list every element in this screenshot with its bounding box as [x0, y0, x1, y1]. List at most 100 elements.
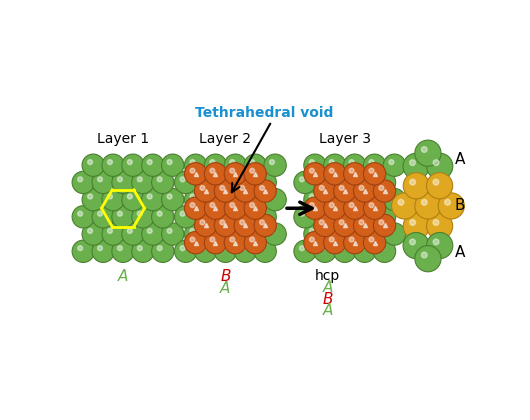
Circle shape: [214, 206, 236, 228]
Circle shape: [108, 160, 112, 165]
Circle shape: [343, 231, 366, 254]
Circle shape: [433, 179, 439, 185]
Text: B: B: [323, 292, 333, 307]
Text: A: A: [455, 244, 465, 260]
Circle shape: [230, 228, 235, 234]
Circle shape: [421, 200, 427, 205]
Circle shape: [270, 194, 275, 199]
Circle shape: [118, 211, 122, 216]
Circle shape: [205, 163, 227, 185]
Circle shape: [392, 193, 418, 219]
Circle shape: [343, 197, 366, 219]
Circle shape: [403, 153, 429, 179]
Circle shape: [349, 203, 354, 207]
Circle shape: [112, 240, 134, 262]
Circle shape: [250, 228, 254, 234]
Circle shape: [304, 189, 326, 211]
Circle shape: [354, 206, 376, 228]
Text: Layer 2: Layer 2: [199, 132, 251, 146]
Circle shape: [240, 211, 245, 216]
Circle shape: [174, 206, 197, 228]
Circle shape: [254, 180, 276, 202]
Circle shape: [343, 223, 366, 245]
Circle shape: [142, 223, 164, 245]
Circle shape: [210, 203, 215, 207]
Circle shape: [200, 220, 205, 225]
Text: A: A: [220, 281, 231, 296]
Circle shape: [200, 211, 205, 216]
Text: B: B: [220, 269, 231, 284]
Circle shape: [224, 163, 246, 185]
Circle shape: [152, 206, 174, 228]
Circle shape: [250, 168, 254, 173]
Circle shape: [427, 213, 453, 239]
Circle shape: [174, 240, 197, 262]
Circle shape: [310, 237, 314, 242]
Circle shape: [264, 154, 286, 176]
Circle shape: [190, 160, 195, 165]
Circle shape: [224, 197, 246, 219]
Circle shape: [383, 154, 405, 176]
Circle shape: [349, 168, 354, 173]
Circle shape: [127, 194, 132, 199]
Circle shape: [92, 171, 114, 194]
Circle shape: [339, 177, 344, 182]
Circle shape: [210, 160, 215, 165]
Circle shape: [214, 171, 236, 194]
Circle shape: [244, 189, 267, 211]
Circle shape: [359, 211, 364, 216]
Circle shape: [410, 179, 416, 185]
Circle shape: [220, 186, 225, 190]
Text: Layer 1: Layer 1: [97, 132, 149, 146]
Circle shape: [354, 214, 376, 236]
Circle shape: [379, 186, 384, 190]
Circle shape: [379, 246, 384, 251]
Circle shape: [167, 194, 172, 199]
Circle shape: [314, 240, 336, 262]
Circle shape: [324, 223, 346, 245]
Circle shape: [427, 233, 453, 259]
Text: B: B: [455, 198, 465, 213]
Circle shape: [369, 194, 374, 199]
Circle shape: [102, 189, 124, 211]
Circle shape: [304, 231, 326, 254]
Circle shape: [329, 237, 334, 242]
Circle shape: [234, 206, 257, 228]
Circle shape: [354, 240, 376, 262]
Circle shape: [184, 197, 207, 219]
Circle shape: [254, 240, 276, 262]
Circle shape: [299, 246, 304, 251]
Circle shape: [180, 177, 185, 182]
Circle shape: [184, 231, 207, 254]
Text: A: A: [323, 303, 333, 318]
Circle shape: [333, 180, 356, 202]
Circle shape: [214, 240, 236, 262]
Circle shape: [410, 160, 416, 165]
Circle shape: [184, 154, 207, 176]
Circle shape: [254, 214, 276, 236]
Circle shape: [102, 223, 124, 245]
Circle shape: [415, 246, 441, 272]
Circle shape: [162, 189, 184, 211]
Circle shape: [324, 154, 346, 176]
Circle shape: [333, 206, 356, 228]
Circle shape: [224, 189, 246, 211]
Circle shape: [314, 180, 336, 202]
Circle shape: [195, 171, 217, 194]
Circle shape: [304, 197, 326, 219]
Circle shape: [260, 177, 264, 182]
Text: hcp: hcp: [315, 269, 340, 283]
Circle shape: [310, 194, 314, 199]
Circle shape: [339, 220, 344, 225]
Circle shape: [389, 194, 394, 199]
Circle shape: [254, 171, 276, 194]
Circle shape: [294, 240, 316, 262]
Circle shape: [195, 206, 217, 228]
Circle shape: [294, 171, 316, 194]
Circle shape: [210, 194, 215, 199]
Circle shape: [373, 240, 396, 262]
Circle shape: [220, 177, 225, 182]
Circle shape: [333, 214, 356, 236]
Circle shape: [220, 246, 225, 251]
Circle shape: [254, 206, 276, 228]
